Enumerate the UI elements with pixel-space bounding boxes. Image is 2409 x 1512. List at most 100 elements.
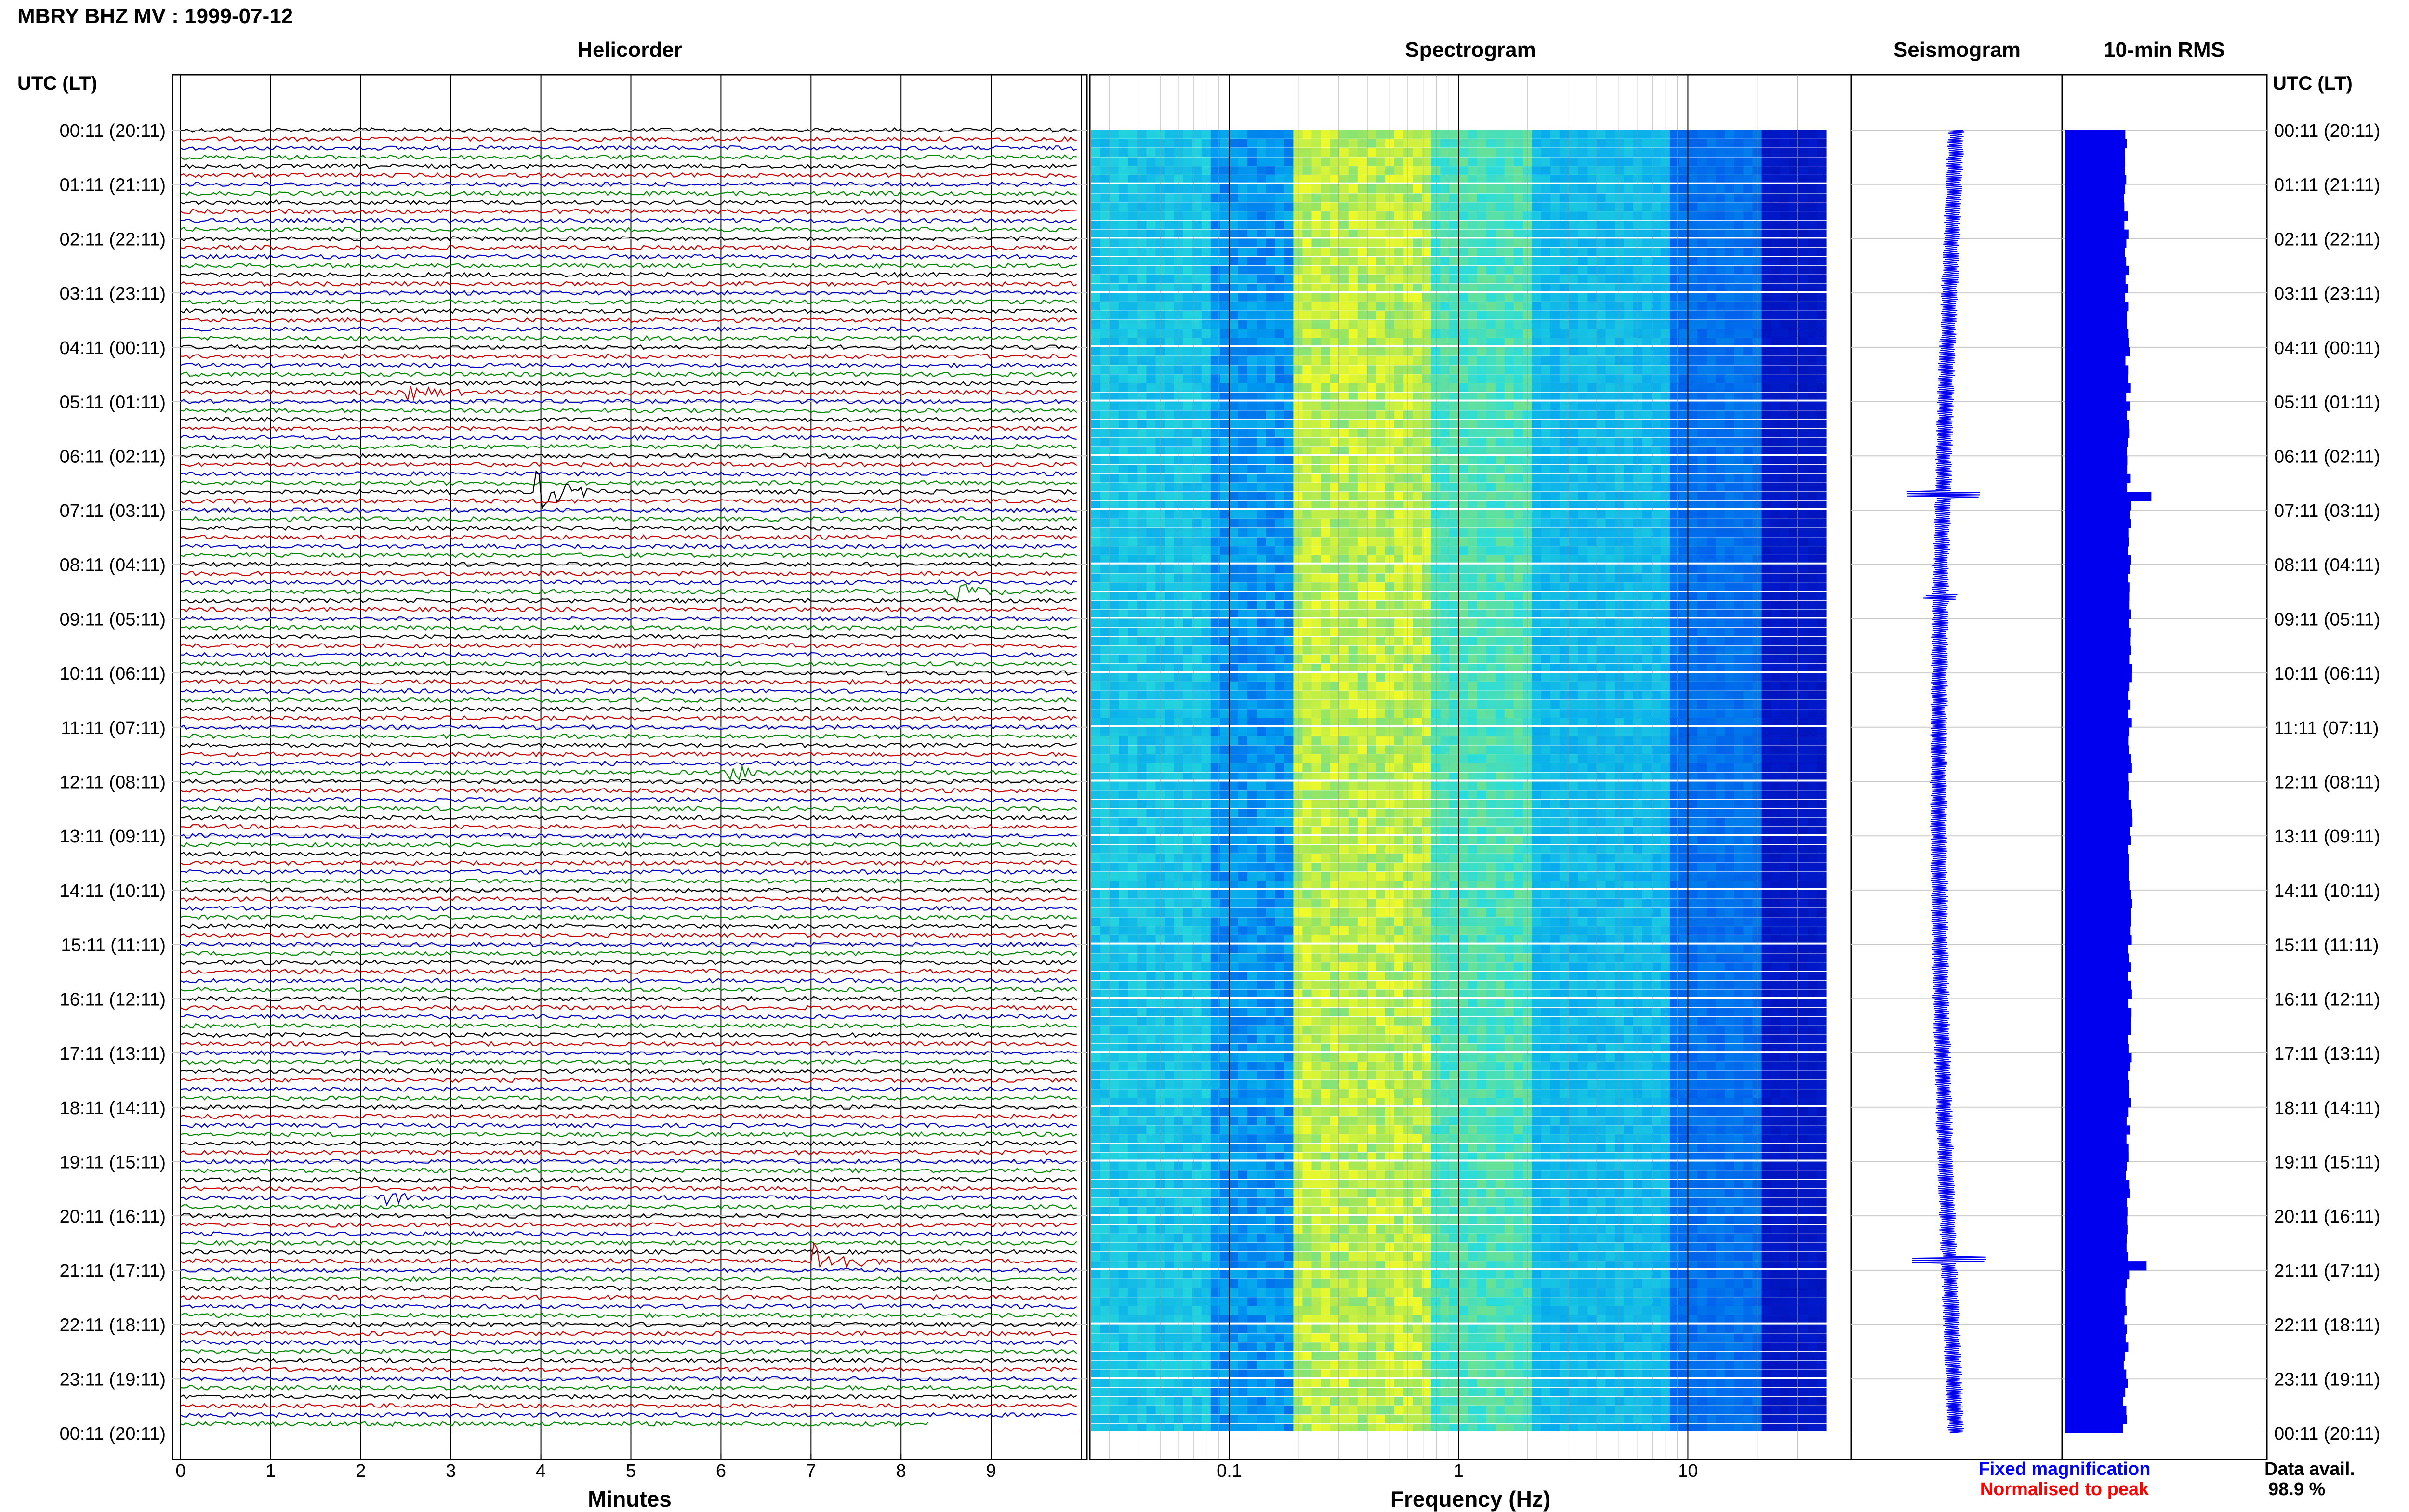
spectrogram-cell	[1605, 238, 1615, 248]
spectrogram-cell	[1734, 311, 1744, 320]
helicorder-trace	[180, 190, 1077, 197]
spectrogram-cell	[1734, 392, 1744, 400]
spectrogram-cell	[1210, 401, 1220, 410]
spectrogram-cell	[1229, 592, 1239, 600]
spectrogram-cell	[1569, 220, 1578, 229]
spectrogram-cell	[1366, 284, 1377, 291]
spectrogram-cell	[1532, 293, 1542, 302]
spectrogram-cell	[1284, 139, 1294, 148]
spectrogram-cell	[1752, 148, 1762, 157]
spectrogram-cell	[1275, 329, 1284, 338]
spectrogram-cell	[1651, 483, 1661, 492]
spectrogram-cell	[1394, 238, 1404, 248]
spectrogram-cell	[1504, 410, 1514, 420]
spectrogram-cell	[1596, 592, 1606, 600]
spectrogram-cell	[1110, 564, 1119, 573]
spectrogram-cell	[1679, 420, 1689, 428]
helicorder-trace	[180, 480, 1077, 486]
spectrogram-cell	[1513, 329, 1523, 338]
spectrogram-cell	[1734, 510, 1744, 519]
spectrogram-cell	[1128, 546, 1138, 555]
spectrogram-cell	[1651, 437, 1661, 447]
spectrogram-cell	[1495, 257, 1505, 265]
spectrogram-cell	[1716, 275, 1725, 284]
spectrogram-cell	[1513, 582, 1523, 591]
spectrogram-cell	[1688, 202, 1698, 211]
spectrogram-cell	[1330, 248, 1340, 256]
spectrogram-cell	[1734, 347, 1744, 356]
spectrogram-cell	[1449, 456, 1459, 465]
spectrogram-cell	[1201, 148, 1211, 157]
spectrogram-cell	[1275, 320, 1284, 329]
spectrogram-cell	[1716, 347, 1725, 356]
spectrogram-cell	[1752, 229, 1762, 237]
spectrogram-cell	[1128, 275, 1138, 284]
helicorder-trace	[180, 1023, 1077, 1029]
spectrogram-cell	[1688, 420, 1698, 428]
spectrogram-cell	[1743, 501, 1753, 508]
spectrogram-cell	[1642, 564, 1652, 573]
spectrogram-cell	[1146, 211, 1156, 220]
spectrogram-cell	[1422, 447, 1431, 454]
spectrogram-cell	[1146, 320, 1156, 329]
spectrogram-cell	[1146, 338, 1156, 345]
helicorder-frame	[172, 74, 1088, 1460]
spectrogram-cell	[1119, 229, 1128, 237]
helicorder-trace	[180, 326, 1077, 332]
spectrogram-cell	[1266, 537, 1275, 546]
spectrogram-cell	[1284, 329, 1294, 338]
spectrogram-cell	[1486, 293, 1496, 302]
spectrogram-cell	[1816, 148, 1827, 157]
spectrogram-cell	[1266, 420, 1275, 428]
spectrogram-cell	[1238, 157, 1248, 166]
spectrogram-cell	[1376, 311, 1386, 320]
spectrogram-cell	[1376, 410, 1386, 420]
spectrogram-cell	[1716, 175, 1725, 183]
spectrogram-cell	[1394, 157, 1404, 166]
spectrogram-cell	[1385, 238, 1395, 248]
spectrogram-cell	[1504, 275, 1514, 284]
spectrogram-cell	[1357, 211, 1367, 220]
spectrogram-cell	[1201, 257, 1211, 265]
spectrogram-cell	[1357, 492, 1367, 501]
spectrogram-cell	[1302, 175, 1312, 183]
spectrogram-cell	[1366, 265, 1377, 275]
spectrogram-cell	[1357, 528, 1367, 537]
spectrogram-cell	[1219, 437, 1230, 447]
spectrogram-cell	[1330, 211, 1340, 220]
spectrogram-cell	[1183, 501, 1193, 508]
spectrogram-cell	[1128, 238, 1138, 248]
spectrogram-cell	[1807, 329, 1817, 338]
spectrogram-cell	[1477, 175, 1487, 183]
spectrogram-cell	[1376, 537, 1386, 546]
spectrogram-cell	[1385, 519, 1395, 528]
spectrogram-cell	[1513, 573, 1523, 582]
spectrogram-cell	[1587, 193, 1597, 202]
spectrogram-cell	[1238, 130, 1248, 139]
spectrogram-cell	[1284, 202, 1294, 211]
spectrogram-cell	[1257, 573, 1266, 582]
spectrogram-cell	[1257, 392, 1266, 400]
spectrogram-cell	[1495, 492, 1505, 501]
spectrogram-cell	[1734, 293, 1744, 302]
spectrogram-cell	[1247, 609, 1257, 617]
spectrogram-cell	[1743, 546, 1753, 555]
spectrogram-cell	[1219, 573, 1230, 582]
helicorder-trace	[180, 1140, 1077, 1147]
spectrogram-cell	[1642, 447, 1652, 454]
spectrogram-cell	[1311, 257, 1322, 265]
spectrogram-cell	[1247, 465, 1257, 473]
spectrogram-cell	[1707, 546, 1716, 555]
spectrogram-cell	[1642, 320, 1652, 329]
spectrogram-cell	[1449, 329, 1459, 338]
spectrogram-cell	[1403, 519, 1413, 528]
spectrogram-cell	[1210, 257, 1220, 265]
spectrogram-cell	[1642, 238, 1652, 248]
spectrogram-cell	[1311, 555, 1322, 563]
spectrogram-cell	[1624, 148, 1634, 157]
spectrogram-cell	[1550, 365, 1560, 374]
spectrogram-cell	[1761, 320, 1772, 329]
spectrogram-cell	[1192, 374, 1202, 383]
spectrogram-cell	[1669, 320, 1680, 329]
spectrogram-cell	[1560, 311, 1569, 320]
